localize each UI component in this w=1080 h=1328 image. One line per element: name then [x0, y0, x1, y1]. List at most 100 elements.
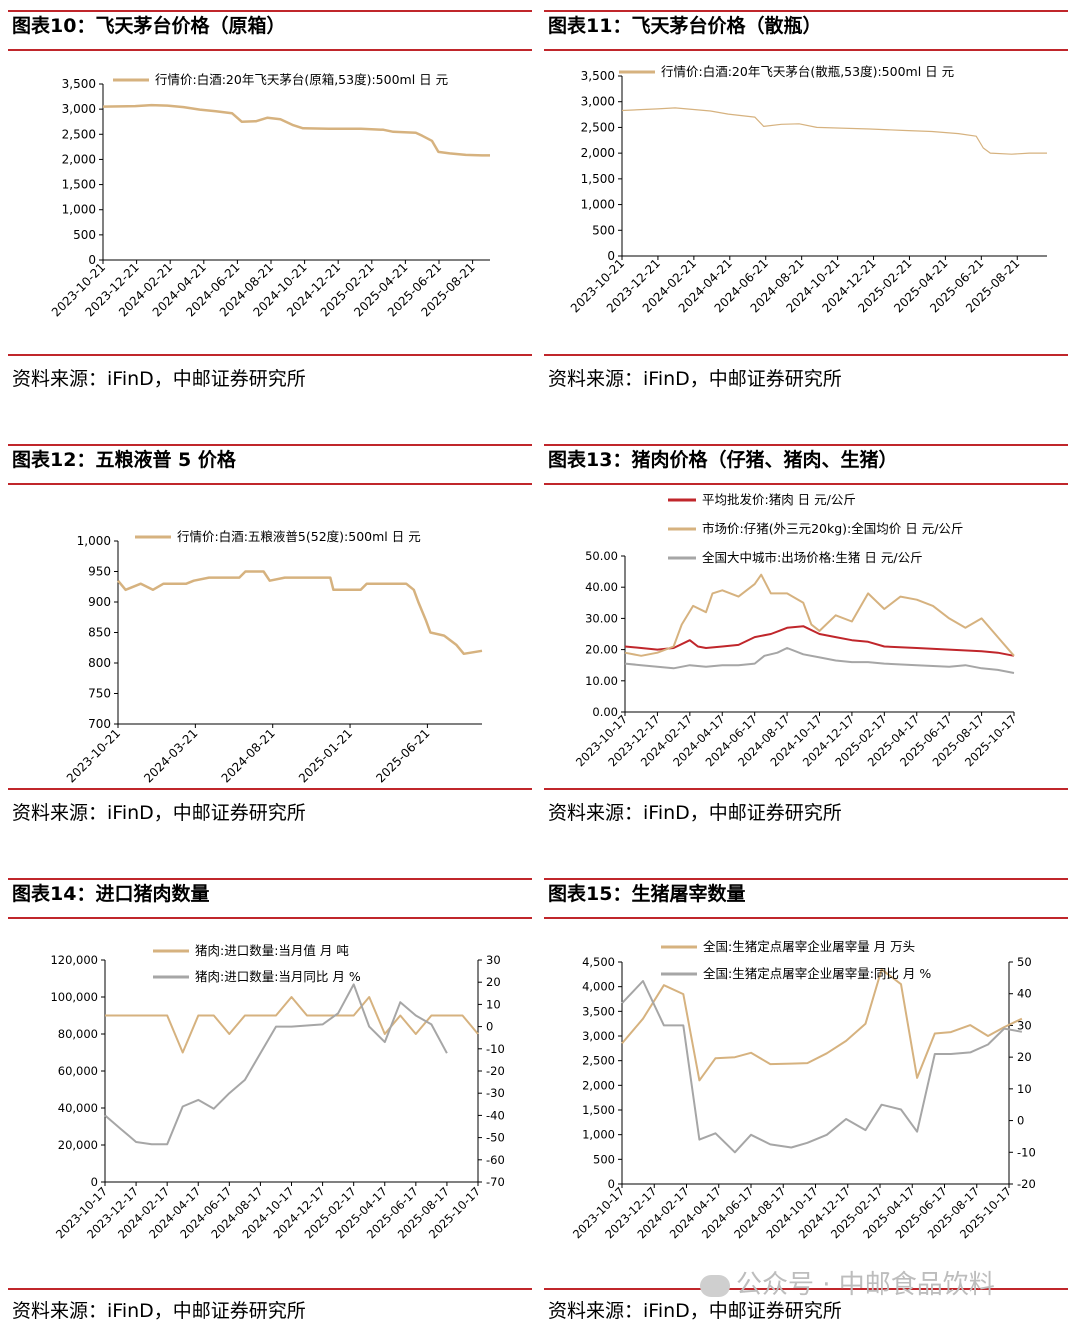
- y-tick-label: 20,000: [58, 1138, 98, 1152]
- series-line-1: [117, 570, 483, 656]
- y-tick-label: 20.00: [585, 643, 618, 657]
- x-tick-label: 2024-08-21: [219, 726, 278, 785]
- legend-label: 全国大中城市:出场价格:生猪 日 元/公斤: [702, 550, 923, 565]
- chart-area: 05001,0001,5002,0002,5003,0003,5002023-1…: [568, 64, 1047, 315]
- series-line-1: [621, 968, 1023, 1082]
- y-tick-label: 500: [73, 228, 96, 242]
- series-line-1: [102, 103, 490, 157]
- y-tick-label: 120,000: [50, 953, 98, 967]
- chart-panel-10: 图表10：飞天茅台价格（原箱） 0 500 1,000 1,500 2,000 2,500…: [8, 0, 532, 412]
- y2-tick-label: 0: [486, 1020, 493, 1034]
- y2-tick-label: -10: [1017, 1145, 1036, 1159]
- y-tick-label: 100,000: [50, 990, 98, 1004]
- y-tick-label: 0.00: [592, 705, 618, 719]
- y-tick-label: 50.00: [585, 549, 618, 563]
- legend-label: 猪肉:进口数量:当月同比 月 %: [195, 969, 361, 984]
- bottom-border: [544, 354, 1068, 356]
- legend-label: 全国:生猪定点屠宰企业屠宰量:同比 月 %: [703, 966, 931, 981]
- y2-tick-label: -20: [1017, 1177, 1036, 1191]
- chart-panel-11: 图表11：飞天茅台价格（散瓶） 0 500 1,000 1,500 2,000 2,500…: [544, 0, 1068, 412]
- x-tick-label: 2025-01-21: [296, 726, 355, 785]
- y2-tick-label: -40: [486, 1108, 505, 1122]
- y-tick-label: 1,500: [581, 172, 615, 186]
- title-border: [8, 917, 532, 919]
- y-tick-label: 850: [88, 626, 111, 640]
- series-line-1: [621, 107, 1047, 155]
- y-tick-label: 3,500: [62, 77, 96, 91]
- y-tick-label: 1,000: [581, 198, 615, 212]
- chart-panel-12: 图表12：五粮液普 5 价格 700 750 800 850 900 950 1,000 20…: [8, 434, 532, 846]
- y-tick-label: 2,500: [581, 120, 615, 134]
- series-line-1: [105, 996, 479, 1054]
- top-border: [8, 444, 532, 446]
- legend-label: 行情价:白酒:五粮液普5(52度):500ml 日 元: [177, 529, 421, 544]
- y-tick-label: 3,500: [582, 1004, 615, 1018]
- y-tick-label: 3,000: [62, 102, 96, 116]
- y2-tick-label: 50: [1017, 955, 1032, 969]
- chart-panel-14: 图表14：进口猪肉数量 0 20,000 40,000 60,000 80,000 100…: [8, 868, 532, 1328]
- top-border: [544, 10, 1068, 12]
- chart-panel-13: 图表13：猪肉价格（仔猪、猪肉、生猪） 0.00 10.00 20.00 30.00 4…: [544, 434, 1068, 846]
- y-tick-label: 40.00: [585, 580, 618, 594]
- series-line-2: [621, 980, 1023, 1154]
- y-tick-label: 900: [88, 595, 111, 609]
- y-tick-label: 750: [88, 687, 111, 701]
- y-tick-label: 0: [608, 1177, 615, 1191]
- y2-tick-label: 20: [486, 975, 501, 989]
- source-note: 资料来源：iFinD，中邮证券研究所: [12, 802, 306, 824]
- chart-area: 700 750 800 850 900 950 1,000 2023-10-21 2024-03…: [64, 529, 483, 785]
- x-tick-label: 2023-10-21: [64, 726, 123, 785]
- y-tick-label: 0: [607, 249, 615, 263]
- series-line-1: [624, 625, 1015, 657]
- y-tick-label: 1,000: [582, 1128, 615, 1142]
- y-tick-label: 30.00: [585, 611, 618, 625]
- y2-tick-label: 30: [1017, 1018, 1032, 1032]
- y2-tick-label: -20: [486, 1064, 505, 1078]
- source-note: 资料来源：iFinD，中邮证券研究所: [548, 802, 842, 824]
- title-border: [544, 917, 1068, 919]
- panel-title: 图表14：进口猪肉数量: [12, 883, 210, 905]
- y-tick-label: 1,000: [62, 203, 96, 217]
- y-tick-label: 2,000: [62, 152, 96, 166]
- chart-panel-15: 图表15：生猪屠宰数量 0 500 1,000 1,500 2,000 2,500 3,00…: [544, 868, 1068, 1328]
- legend-label: 猪肉:进口数量:当月值 月 吨: [195, 943, 349, 958]
- top-border: [544, 444, 1068, 446]
- title-border: [544, 483, 1068, 485]
- title-border: [544, 49, 1068, 51]
- chart-area: 0 20,000 40,000 60,000 80,000 100,000 120,000 -…: [50, 943, 505, 1241]
- series-line-3: [624, 647, 1015, 674]
- legend-label: 平均批发价:猪肉 日 元/公斤: [702, 492, 856, 507]
- y2-tick-label: 10: [486, 997, 501, 1011]
- title-border: [8, 483, 532, 485]
- title-border: [8, 49, 532, 51]
- y-tick-label: 500: [593, 1152, 615, 1166]
- y-tick-label: 800: [88, 656, 111, 670]
- y-tick-label: 10.00: [585, 674, 618, 688]
- bottom-border: [544, 788, 1068, 790]
- series-line-2: [104, 983, 448, 1146]
- y-tick-label: 2,500: [582, 1054, 615, 1068]
- source-note: 资料来源：iFinD，中邮证券研究所: [548, 368, 842, 390]
- y-tick-label: 1,500: [582, 1103, 615, 1117]
- watermark-text: 公众号 · 中邮食品饮料: [736, 1270, 995, 1300]
- y2-tick-label: -10: [486, 1042, 505, 1056]
- y2-tick-label: -50: [486, 1131, 505, 1145]
- bottom-border: [8, 788, 532, 790]
- watermark: 公众号 · 中邮食品饮料: [700, 1264, 995, 1301]
- y2-tick-label: -60: [486, 1153, 505, 1167]
- x-tick-label: 2024-03-21: [141, 726, 200, 785]
- panel-title: 图表12：五粮液普 5 价格: [12, 449, 236, 471]
- y2-tick-label: 30: [486, 953, 501, 967]
- panel-title: 图表15：生猪屠宰数量: [548, 883, 746, 905]
- source-note: 资料来源：iFinD，中邮证券研究所: [548, 1300, 842, 1322]
- chart-area: 05001,0001,5002,0002,5003,0003,5004,0004…: [570, 939, 1036, 1241]
- legend-label: 行情价:白酒:20年飞天茅台(原箱,53度):500ml 日 元: [155, 72, 448, 87]
- chart-area: 05001,0001,5002,0002,5003,0003,5002023-1…: [49, 72, 490, 319]
- panel-title: 图表13：猪肉价格（仔猪、猪肉、生猪）: [548, 449, 898, 471]
- y-tick-label: 2,500: [62, 127, 96, 141]
- y-tick-label: 2,000: [582, 1078, 615, 1092]
- y-tick-label: 1,500: [62, 178, 96, 192]
- y-tick-label: 0: [88, 253, 96, 267]
- y-tick-label: 700: [88, 717, 111, 731]
- panel-title: 图表11：飞天茅台价格（散瓶）: [548, 15, 822, 37]
